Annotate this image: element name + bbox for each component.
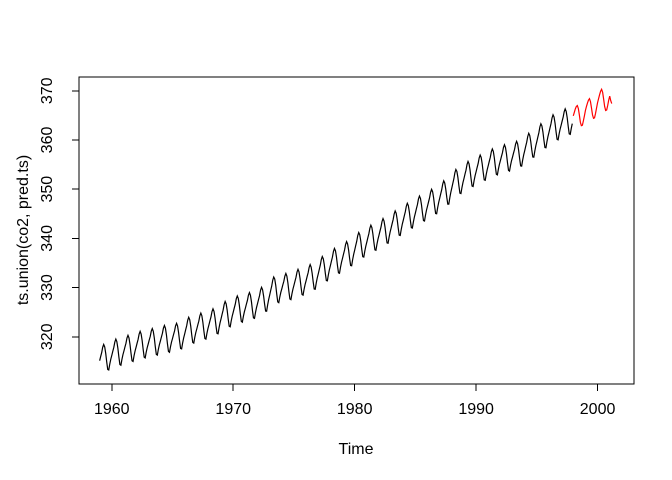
y-tick-label: 320: [39, 323, 56, 350]
x-tick-label: 1990: [458, 401, 494, 418]
y-axis-title: ts.union(co2, pred.ts): [15, 155, 32, 305]
y-tick-label: 370: [39, 77, 56, 104]
observed-series-line: [99, 107, 573, 371]
x-tick-label: 1970: [215, 401, 251, 418]
x-axis-title: Time: [339, 441, 374, 458]
y-tick-label: 350: [39, 176, 56, 203]
series-layer: [99, 87, 613, 371]
axis-ticks-layer: 1960 1970 1980 1990 2000 320 330 340 350 360 370: [39, 77, 615, 418]
y-tick-label: 360: [39, 127, 56, 154]
plot-border: [78, 76, 635, 385]
x-tick-label: 2000: [580, 401, 616, 418]
x-tick-label: 1960: [94, 401, 130, 418]
y-tick-label: 330: [39, 274, 56, 301]
x-tick-label: 1980: [337, 401, 373, 418]
y-tick-label: 340: [39, 225, 56, 252]
predicted-series-line: [572, 87, 613, 127]
